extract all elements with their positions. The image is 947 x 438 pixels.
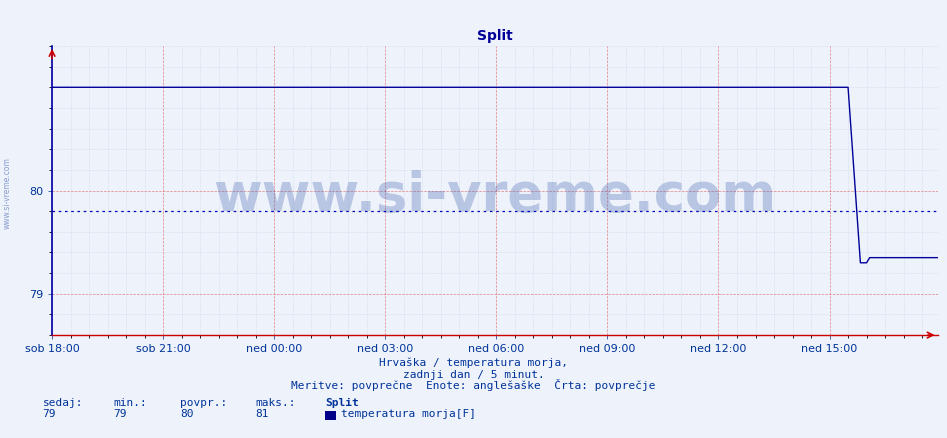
- Text: Hrvaška / temperatura morja,: Hrvaška / temperatura morja,: [379, 357, 568, 368]
- Text: 80: 80: [180, 409, 193, 419]
- Text: povpr.:: povpr.:: [180, 399, 227, 409]
- Text: temperatura morja[F]: temperatura morja[F]: [341, 409, 476, 419]
- Text: min.:: min.:: [114, 399, 148, 409]
- Text: www.si-vreme.com: www.si-vreme.com: [213, 170, 777, 223]
- Text: 81: 81: [256, 409, 269, 419]
- Title: Split: Split: [477, 29, 512, 43]
- Text: zadnji dan / 5 minut.: zadnji dan / 5 minut.: [402, 370, 545, 380]
- Text: Split: Split: [325, 399, 359, 409]
- Text: 79: 79: [114, 409, 127, 419]
- Text: sedaj:: sedaj:: [43, 399, 83, 409]
- Text: 79: 79: [43, 409, 56, 419]
- Text: maks.:: maks.:: [256, 399, 296, 409]
- Text: Meritve: povprečne  Enote: anglešaške  Črta: povprečje: Meritve: povprečne Enote: anglešaške Črt…: [292, 379, 655, 391]
- Text: www.si-vreme.com: www.si-vreme.com: [3, 157, 12, 229]
